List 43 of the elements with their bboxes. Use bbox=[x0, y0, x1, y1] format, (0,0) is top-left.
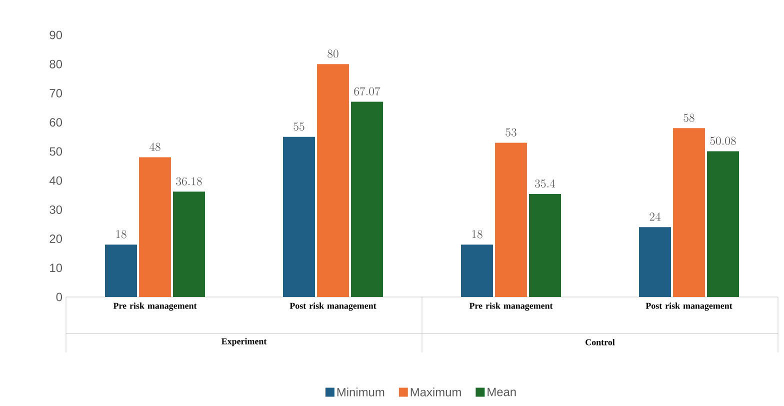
data-label: 36. 18 bbox=[176, 177, 202, 186]
y-tick-label: 70 bbox=[50, 89, 62, 98]
x-tick-label: Pre risk management bbox=[113, 302, 197, 311]
y-tick-label: 40 bbox=[49, 176, 62, 185]
x-tick-label: Post risk management bbox=[646, 302, 732, 311]
bar bbox=[528, 194, 561, 297]
bar bbox=[172, 192, 205, 297]
data-label: 80 bbox=[328, 50, 338, 58]
data-label: 35.4 bbox=[535, 179, 556, 188]
bar bbox=[706, 151, 739, 297]
bar bbox=[350, 102, 383, 297]
text: Control bbox=[586, 338, 615, 346]
y-tick-label: 0 bbox=[56, 292, 62, 302]
data-label: 67.07 bbox=[354, 87, 380, 96]
bar bbox=[139, 157, 171, 297]
y-tick-label: 20 bbox=[50, 234, 62, 244]
bar bbox=[461, 244, 494, 297]
data-label: 53 bbox=[506, 128, 516, 136]
data-label: 55 bbox=[294, 122, 304, 131]
bar bbox=[639, 227, 672, 297]
bar bbox=[283, 136, 316, 297]
x-tick-label: Post risk management bbox=[290, 302, 376, 311]
bar bbox=[317, 64, 350, 297]
y-tick-label: 10 bbox=[50, 264, 62, 272]
bar bbox=[673, 128, 706, 297]
data-label: 58 bbox=[684, 114, 694, 122]
data-label: 48 bbox=[149, 142, 160, 151]
data-label: 18 bbox=[472, 230, 482, 238]
data-label: 24 bbox=[650, 212, 661, 221]
x-tick-label: Pre risk management bbox=[469, 302, 553, 311]
bar bbox=[105, 244, 138, 297]
y-tick-label: 30 bbox=[50, 205, 62, 214]
text: Experiment bbox=[221, 338, 267, 346]
legend-label: Minimum bbox=[337, 388, 384, 396]
y-tick-label: 60 bbox=[50, 118, 62, 127]
y-tick-label: 80 bbox=[50, 60, 62, 68]
legend-label: Maximum bbox=[410, 388, 461, 396]
bar bbox=[495, 142, 528, 297]
y-tick-label: 90 bbox=[50, 30, 62, 40]
data-label: 18 bbox=[116, 230, 126, 238]
data-label: 50.08 bbox=[710, 136, 736, 145]
legend-label: Mean bbox=[488, 388, 516, 396]
y-tick-label: 50 bbox=[50, 147, 62, 156]
